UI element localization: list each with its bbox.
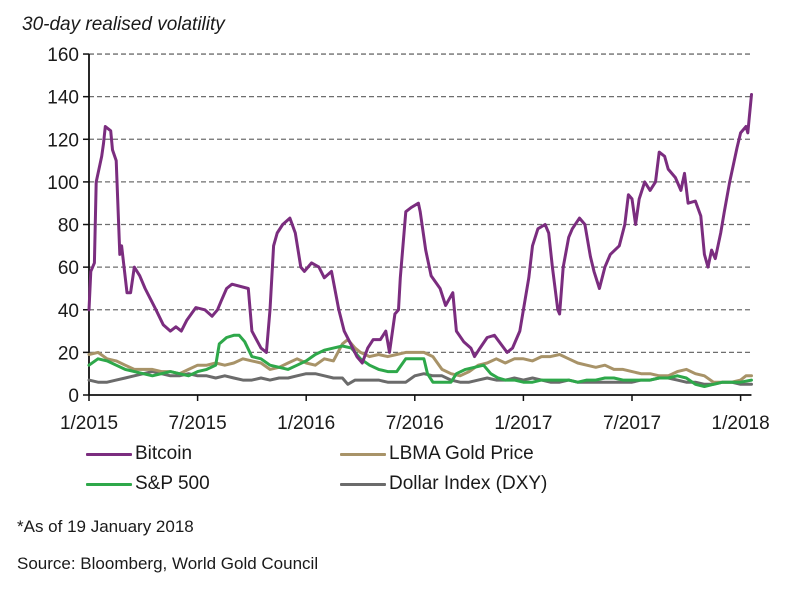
legend-item-sp500: S&P 500	[86, 473, 210, 495]
series-line-s-p-500	[87, 333, 753, 388]
y-tick-label: 20	[58, 343, 79, 364]
legend-swatch-bitcoin	[86, 452, 132, 456]
series-line-bitcoin	[87, 93, 753, 365]
legend-label-dxy: Dollar Index (DXY)	[389, 473, 548, 494]
y-tick-label: 60	[58, 258, 79, 279]
legend-swatch-gold	[340, 452, 386, 456]
y-axis: 0 20 40 60 80 100 120 140 160	[47, 45, 90, 407]
footnote-as-of: *As of 19 January 2018	[17, 517, 194, 536]
x-tick-label: 1/2017	[494, 413, 552, 434]
legend-label-sp500: S&P 500	[135, 473, 210, 494]
x-tick-label: 7/2017	[603, 413, 661, 434]
legend-label-bitcoin: Bitcoin	[135, 443, 193, 464]
y-tick-label: 140	[47, 88, 79, 109]
legend-swatch-dxy	[340, 482, 386, 486]
y-tick-label: 100	[47, 173, 79, 194]
line-chart: 0 20 40 60 80 100 120 140 160 1/2015 7/2015 1/2016…	[47, 45, 770, 434]
gridlines	[89, 53, 752, 354]
legend-item-gold: LBMA Gold Price	[340, 443, 534, 465]
x-tick-label: 1/2015	[60, 413, 118, 434]
y-tick-label: 0	[68, 386, 79, 407]
series-line-lbma-gold-price	[87, 338, 753, 384]
x-tick-label: 1/2016	[277, 413, 335, 434]
y-tick-label: 160	[47, 45, 79, 66]
x-tick-label: 7/2015	[169, 413, 227, 434]
x-tick-label: 1/2018	[712, 413, 770, 434]
chart-subtitle: 30-day realised volatility	[22, 14, 225, 35]
legend-item-bitcoin: Bitcoin	[86, 443, 192, 465]
y-tick-label: 80	[58, 216, 79, 237]
legend-item-dxy: Dollar Index (DXY)	[340, 473, 547, 495]
x-tick-label: 7/2016	[386, 413, 444, 434]
x-axis: 1/2015 7/2015 1/2016 7/2016 1/2017 7/2017 1/20…	[60, 394, 770, 434]
y-tick-label: 120	[47, 130, 79, 151]
legend-swatch-sp500	[86, 482, 132, 486]
legend-label-gold: LBMA Gold Price	[389, 443, 534, 464]
y-tick-label: 40	[58, 301, 79, 322]
series-lines	[87, 93, 753, 388]
footnote-source: Source: Bloomberg, World Gold Council	[17, 554, 319, 573]
